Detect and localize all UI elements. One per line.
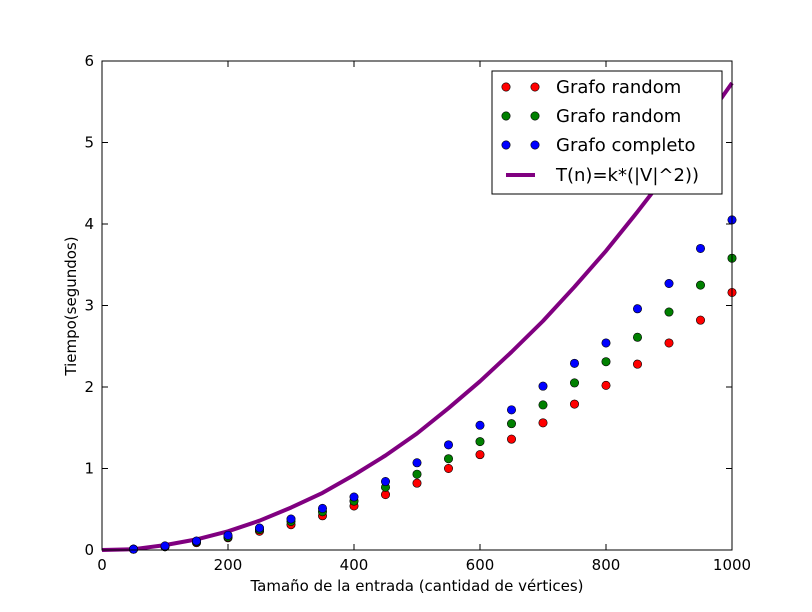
legend-label: Grafo random bbox=[556, 106, 681, 127]
data-point-series-1 bbox=[412, 469, 422, 479]
data-point-series-2 bbox=[569, 358, 579, 368]
data-point-series-2 bbox=[223, 530, 233, 540]
data-point-series-2 bbox=[695, 243, 705, 253]
data-point-series-0 bbox=[538, 418, 548, 428]
legend-entry: Grafo random bbox=[501, 77, 681, 98]
data-point-series-2 bbox=[380, 477, 390, 487]
legend: Grafo random Grafo random Grafo completo T(… bbox=[491, 70, 723, 195]
x-axis-label: Tamaño de la entrada (cantidad de vértic… bbox=[249, 577, 583, 595]
data-point-series-1 bbox=[664, 307, 674, 317]
y-axis-label: Tiempo(segundos) bbox=[62, 236, 80, 376]
y-tick-label: 1 bbox=[84, 460, 94, 478]
data-point-series-0 bbox=[506, 434, 516, 444]
data-point-series-0 bbox=[475, 450, 485, 460]
data-point-series-0 bbox=[412, 478, 422, 488]
x-tick-label: 0 bbox=[97, 556, 107, 574]
series-line-3 bbox=[101, 81, 734, 552]
data-point-series-1 bbox=[601, 357, 611, 367]
y-tick-label: 0 bbox=[84, 541, 94, 559]
data-point-series-1 bbox=[695, 280, 705, 290]
data-point-series-2 bbox=[632, 304, 642, 314]
legend-marker bbox=[530, 140, 540, 150]
data-point-series-1 bbox=[443, 454, 453, 464]
x-tick-label: 1000 bbox=[713, 556, 751, 574]
data-point-series-1 bbox=[475, 437, 485, 447]
data-point-series-2 bbox=[443, 440, 453, 450]
data-point-series-2 bbox=[317, 503, 327, 513]
data-point-series-0 bbox=[443, 463, 453, 473]
data-point-series-0 bbox=[664, 338, 674, 348]
legend-marker bbox=[501, 111, 511, 121]
y-tick-label: 6 bbox=[84, 52, 94, 70]
plot-area bbox=[101, 81, 737, 554]
data-point-series-2 bbox=[412, 458, 422, 468]
data-point-series-2 bbox=[506, 405, 516, 415]
legend-marker bbox=[530, 82, 540, 92]
legend-marker bbox=[530, 111, 540, 121]
legend-marker bbox=[501, 82, 511, 92]
x-tick-label: 200 bbox=[214, 556, 243, 574]
axes-frame bbox=[101, 60, 733, 551]
data-point-series-2 bbox=[286, 514, 296, 524]
data-point-series-1 bbox=[538, 400, 548, 410]
data-point-series-2 bbox=[160, 541, 170, 551]
legend-label: Grafo random bbox=[556, 77, 681, 98]
x-tick-label: 800 bbox=[592, 556, 621, 574]
legend-label: T(n)=k*(|V|^2)) bbox=[555, 165, 699, 186]
legend-entry: Grafo random bbox=[501, 106, 681, 127]
legend-entry: Grafo completo bbox=[501, 135, 695, 156]
legend-entry: T(n)=k*(|V|^2)) bbox=[506, 165, 699, 186]
data-point-series-0 bbox=[601, 380, 611, 390]
data-point-series-2 bbox=[349, 492, 359, 502]
data-point-series-1 bbox=[506, 419, 516, 429]
data-point-series-2 bbox=[538, 381, 548, 391]
data-point-series-2 bbox=[475, 420, 485, 430]
y-tick-label: 4 bbox=[84, 215, 94, 233]
data-point-series-0 bbox=[695, 315, 705, 325]
y-tick-label: 2 bbox=[84, 378, 94, 396]
data-point-series-1 bbox=[632, 332, 642, 342]
data-point-series-0 bbox=[632, 359, 642, 369]
data-point-series-2 bbox=[129, 544, 139, 554]
data-point-series-2 bbox=[664, 278, 674, 288]
y-tick-label: 3 bbox=[84, 297, 94, 315]
legend-label: Grafo completo bbox=[556, 135, 695, 156]
data-point-series-0 bbox=[569, 399, 579, 409]
data-point-series-2 bbox=[192, 536, 202, 546]
legend-marker bbox=[501, 140, 511, 150]
data-point-series-2 bbox=[601, 338, 611, 348]
y-tick-label: 5 bbox=[84, 134, 94, 152]
data-point-series-2 bbox=[255, 523, 265, 533]
x-tick-label: 600 bbox=[466, 556, 495, 574]
x-tick-label: 400 bbox=[340, 556, 369, 574]
data-point-series-1 bbox=[569, 378, 579, 388]
